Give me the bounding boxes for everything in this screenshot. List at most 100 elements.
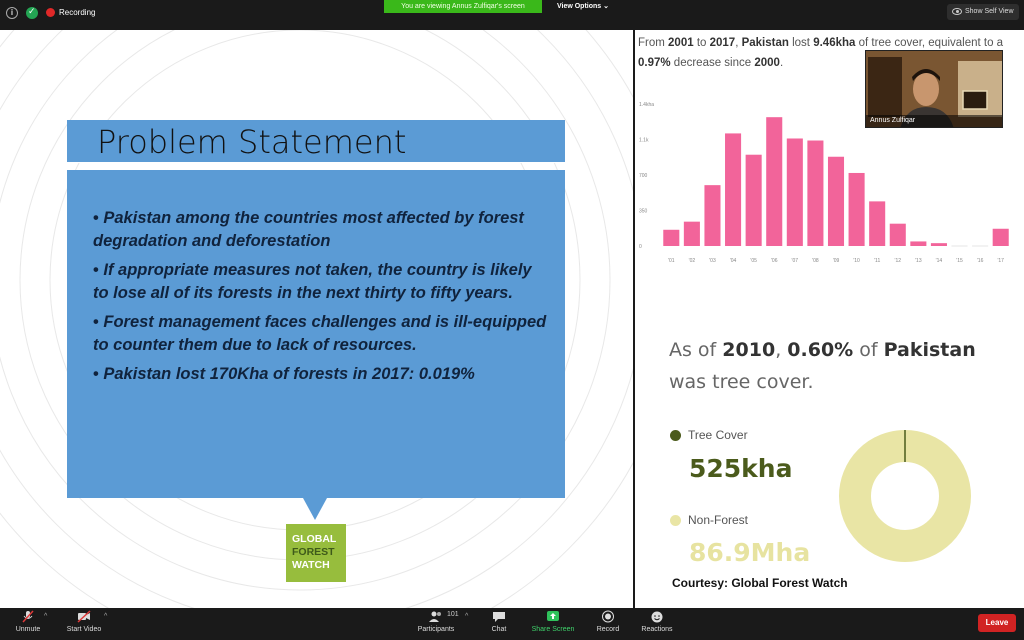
slide-title-bar: Problem Statement [67,120,565,163]
courtesy-caption: Courtesy: Global Forest Watch [672,576,848,590]
video-options-caret[interactable]: ^ [104,613,108,620]
tree-cover-loss-summary: From 2001 to 2017, Pakistan lost 9.46kha… [638,33,1018,73]
logo-line: WATCH [292,559,330,571]
bullet-item: If appropriate measures not taken, the c… [93,259,548,305]
x-tick-label: '11 [874,258,880,264]
chart-bar[interactable] [704,185,721,246]
chart-bar[interactable] [930,243,947,246]
extent-percent: 0.60% [787,339,854,361]
start-year: 2001 [668,37,694,49]
unmute-button[interactable]: Unmute [10,610,46,638]
share-screen-icon [547,611,559,621]
tree-cover-loss-chart: 0 350 700 1.1k 1.4kha '01 '02 '03 '04 '05 '06 '07 '0… [639,102,1009,264]
chart-bar[interactable] [745,154,762,246]
chart-bar[interactable] [807,140,824,246]
text: of tree cover, equivalent to a [855,37,1004,49]
text: As of [669,339,723,361]
info-icon[interactable]: i [6,7,18,19]
tree-cover-legend-label: Tree Cover [688,428,748,442]
leave-button[interactable]: Leave [978,614,1016,632]
record-icon [602,610,614,623]
tree-cover-legend-dot [670,430,681,441]
y-tick-label: 0 [639,244,642,250]
x-tick-label: '09 [833,258,840,264]
video-off-icon [77,610,91,623]
chart-bar[interactable] [663,229,680,246]
show-self-view-button[interactable]: Show Self View [947,4,1019,20]
text: was tree cover. [669,371,814,393]
chart-bar[interactable] [910,241,927,246]
bullet-item: Pakistan lost 170Kha of forests in 2017:… [93,363,548,386]
bullet-list: Pakistan among the countries most affect… [93,207,548,392]
recording-label: Recording [59,8,96,17]
x-tick-label: '08 [812,258,819,264]
x-tick-label: '05 [750,258,757,264]
gfw-dashboard: From 2001 to 2017, Pakistan lost 9.46kha… [635,30,1024,608]
tree-cover-extent-summary: As of 2010, 0.60% of Pakistan was tree c… [669,334,999,398]
reactions-icon [651,611,663,623]
text: of [853,339,884,361]
show-self-view-label: Show Self View [965,8,1014,15]
x-tick-label: '15 [956,258,963,264]
x-tick-label: '10 [853,258,860,264]
recording-dot-icon [46,8,55,17]
country: Pakistan [883,339,976,361]
share-screen-button[interactable]: Share Screen [530,610,576,638]
meeting-toolbar: Unmute ^ Start Video ^ Participants 101 … [0,608,1024,640]
callout-pointer [303,498,327,520]
chart-bar[interactable] [869,201,886,246]
x-tick-label: '01 [668,258,675,264]
country: Pakistan [741,37,789,49]
non-forest-value: 86.9Mha [689,538,811,567]
participant-count: 101 [447,611,459,618]
eye-icon [952,8,962,15]
shared-slide: Problem Statement Pakistan among the cou… [0,30,633,608]
reactions-label: Reactions [641,626,673,633]
chart-bar[interactable] [766,117,783,246]
participants-options-caret[interactable]: ^ [465,613,469,620]
chart-bar[interactable] [683,221,700,246]
x-tick-label: '17 [997,258,1004,264]
x-tick-label: '16 [977,258,984,264]
y-tick-label: 1.1k [639,138,649,144]
loss-percent: 0.97% [638,57,671,69]
record-button[interactable]: Record [594,610,622,638]
chart-bar[interactable] [827,156,845,246]
global-forest-watch-logo: GLOBAL FOREST WATCH [286,524,346,582]
participants-button[interactable]: Participants [414,610,458,638]
participant-name: Annus Zulfiqar [866,115,1002,127]
microphone-muted-icon [22,610,34,623]
y-tick-label: 1.4kha [639,102,654,108]
view-options-button[interactable]: View Options ⌄ [553,0,613,13]
bullet-item: Forest management faces challenges and i… [93,311,548,357]
audio-options-caret[interactable]: ^ [44,613,48,620]
end-year: 2017 [709,37,736,49]
top-bar: i Recording You are viewing Annus Zulfiq… [0,0,1024,30]
start-video-button[interactable]: Start Video [62,610,106,638]
shield-icon[interactable] [26,6,38,19]
chart-bar[interactable] [725,133,742,246]
text: . [779,57,784,69]
participants-label: Participants [417,626,455,633]
non-forest-legend-label: Non-Forest [688,513,749,527]
x-tick-label: '04 [730,258,737,264]
participants-icon [429,611,441,622]
x-tick-label: '12 [894,258,901,264]
screen-share-banner: You are viewing Annus Zulfiqar's screen [384,0,542,13]
baseline-year: 2000 [754,57,780,69]
extent-year: 2010 [722,339,776,361]
loss-amount: 9.46kha [813,37,856,49]
chart-bar[interactable] [786,138,803,246]
chart-bar[interactable] [889,223,906,246]
reactions-button[interactable]: Reactions [638,610,676,638]
chart-bar[interactable] [848,172,865,246]
text: , [775,339,788,361]
x-tick-label: '07 [792,258,799,264]
text: , [735,37,742,49]
chat-icon [493,612,505,622]
participant-video-tile[interactable]: Annus Zulfiqar [865,50,1003,128]
text: From [638,37,669,49]
chat-button[interactable]: Chat [484,610,514,638]
chart-bar[interactable] [992,228,1009,246]
